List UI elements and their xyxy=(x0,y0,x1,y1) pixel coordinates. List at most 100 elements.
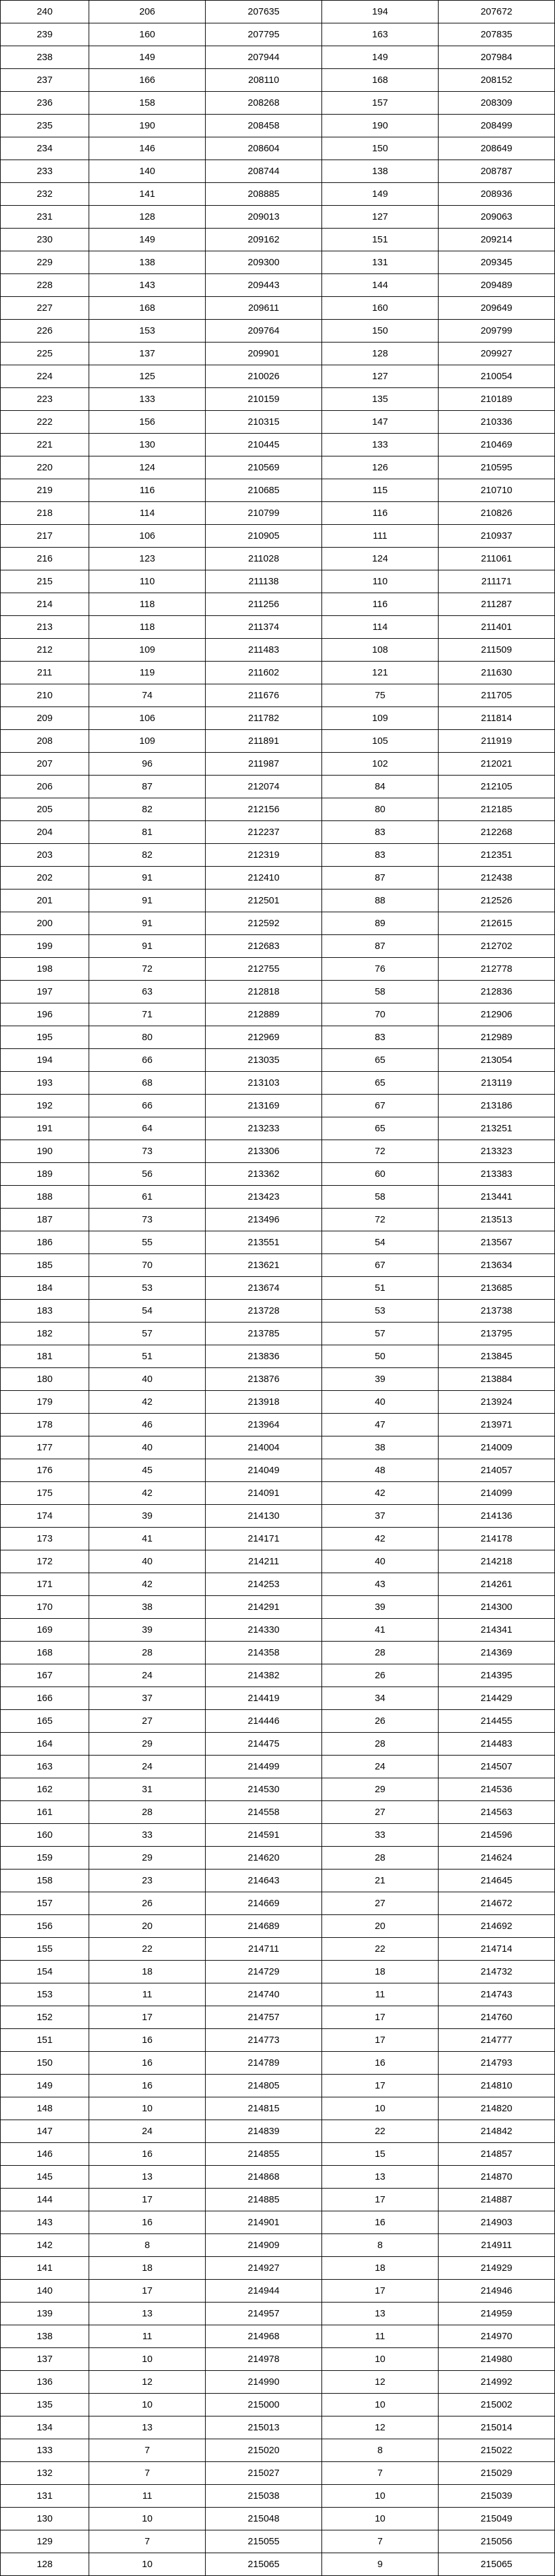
table-cell: 212105 xyxy=(439,776,555,798)
table-cell: 235 xyxy=(1,115,89,137)
table-cell: 123 xyxy=(89,548,206,570)
table-cell: 51 xyxy=(89,1345,206,1368)
table-cell: 214300 xyxy=(439,1596,555,1619)
table-cell: 150 xyxy=(322,137,439,160)
table-cell: 195 xyxy=(1,1026,89,1049)
table-cell: 7 xyxy=(89,2530,206,2553)
table-cell: 211028 xyxy=(206,548,322,570)
table-cell: 9 xyxy=(322,2553,439,2576)
table-cell: 214291 xyxy=(206,1596,322,1619)
table-cell: 132 xyxy=(1,2462,89,2485)
table-cell: 214793 xyxy=(439,2052,555,2075)
table-cell: 207835 xyxy=(439,23,555,46)
table-row: 239160207795163207835 xyxy=(1,23,555,46)
table-cell: 214692 xyxy=(439,1915,555,1938)
table-cell: 214711 xyxy=(206,1938,322,1961)
table-row: 1652721444626214455 xyxy=(1,1710,555,1733)
table-row: 220124210569126210595 xyxy=(1,456,555,479)
table-row: 1381121496811214970 xyxy=(1,2325,555,2348)
table-cell: 210026 xyxy=(206,365,322,388)
table-cell: 214369 xyxy=(439,1642,555,1664)
table-cell: 130 xyxy=(89,434,206,456)
table-row: 236158208268157208309 xyxy=(1,92,555,115)
table-row: 1582321464321214645 xyxy=(1,1869,555,1892)
table-row: 1804021387639213884 xyxy=(1,1368,555,1391)
table-cell: 201 xyxy=(1,889,89,912)
table-cell: 16 xyxy=(322,2211,439,2234)
table-cell: 149 xyxy=(89,229,206,251)
table-cell: 190 xyxy=(322,115,439,137)
table-cell: 211287 xyxy=(439,593,555,616)
table-cell: 84 xyxy=(322,776,439,798)
table-cell: 210159 xyxy=(206,388,322,411)
table-cell: 41 xyxy=(89,1528,206,1550)
table-cell: 212906 xyxy=(439,1003,555,1026)
table-cell: 156 xyxy=(1,1915,89,1938)
table-row: 228143209443144209489 xyxy=(1,274,555,297)
table-cell: 138 xyxy=(1,2325,89,2348)
table-cell: 72 xyxy=(89,958,206,981)
table-cell: 39 xyxy=(322,1596,439,1619)
table-cell: 28 xyxy=(89,1642,206,1664)
table-cell: 10 xyxy=(89,2553,206,2576)
table-row: 1491621480517214810 xyxy=(1,2075,555,2097)
table-row: 231128209013127209063 xyxy=(1,206,555,229)
table-cell: 133 xyxy=(322,434,439,456)
table-cell: 212989 xyxy=(439,1026,555,1049)
table-cell: 207944 xyxy=(206,46,322,69)
table-cell: 118 xyxy=(89,593,206,616)
table-cell: 214218 xyxy=(439,1550,555,1573)
table-cell: 211138 xyxy=(206,570,322,593)
table-cell: 127 xyxy=(322,206,439,229)
table-cell: 214536 xyxy=(439,1778,555,1801)
table-cell: 213383 xyxy=(439,1163,555,1186)
table-cell: 213795 xyxy=(439,1323,555,1345)
table-cell: 151 xyxy=(322,229,439,251)
table-cell: 208268 xyxy=(206,92,322,115)
table-cell: 24 xyxy=(89,1664,206,1687)
table-cell: 212237 xyxy=(206,821,322,844)
table-cell: 189 xyxy=(1,1163,89,1186)
table-cell: 209 xyxy=(1,707,89,730)
table-row: 1531121474011214743 xyxy=(1,1983,555,2006)
table-cell: 214091 xyxy=(206,1482,322,1505)
table-cell: 89 xyxy=(322,912,439,935)
table-cell: 82 xyxy=(89,844,206,867)
table-row: 1572621466927214672 xyxy=(1,1892,555,1915)
table-row: 223133210159135210189 xyxy=(1,388,555,411)
table-cell: 210445 xyxy=(206,434,322,456)
table-cell: 73 xyxy=(89,1209,206,1231)
table-cell: 177 xyxy=(1,1436,89,1459)
table-cell: 172 xyxy=(1,1550,89,1573)
table-cell: 213169 xyxy=(206,1095,322,1117)
table-cell: 81 xyxy=(89,821,206,844)
table-cell: 143 xyxy=(89,274,206,297)
table-cell: 212889 xyxy=(206,1003,322,1026)
table-cell: 210685 xyxy=(206,479,322,502)
table-cell: 214049 xyxy=(206,1459,322,1482)
table-cell: 213785 xyxy=(206,1323,322,1345)
table-row: 13372150208215022 xyxy=(1,2439,555,2462)
table-cell: 207 xyxy=(1,753,89,776)
table-cell: 83 xyxy=(322,1026,439,1049)
table-row: 1361221499012214992 xyxy=(1,2371,555,2394)
table-cell: 214885 xyxy=(206,2189,322,2211)
table-cell: 17 xyxy=(89,2189,206,2211)
table-cell: 42 xyxy=(322,1528,439,1550)
table-cell: 7 xyxy=(89,2462,206,2485)
table-cell: 206 xyxy=(1,776,89,798)
table-cell: 200 xyxy=(1,912,89,935)
table-row: 2038221231983212351 xyxy=(1,844,555,867)
table-cell: 212969 xyxy=(206,1026,322,1049)
table-cell: 193 xyxy=(1,1072,89,1095)
table-cell: 128 xyxy=(1,2553,89,2576)
table-cell: 214760 xyxy=(439,2006,555,2029)
table-cell: 188 xyxy=(1,1186,89,1209)
table-cell: 72 xyxy=(322,1209,439,1231)
table-cell: 214009 xyxy=(439,1436,555,1459)
table-cell: 220 xyxy=(1,456,89,479)
table-row: 1877321349672213513 xyxy=(1,1209,555,1231)
table-cell: 213836 xyxy=(206,1345,322,1368)
table-cell: 203 xyxy=(1,844,89,867)
table-cell: 211814 xyxy=(439,707,555,730)
